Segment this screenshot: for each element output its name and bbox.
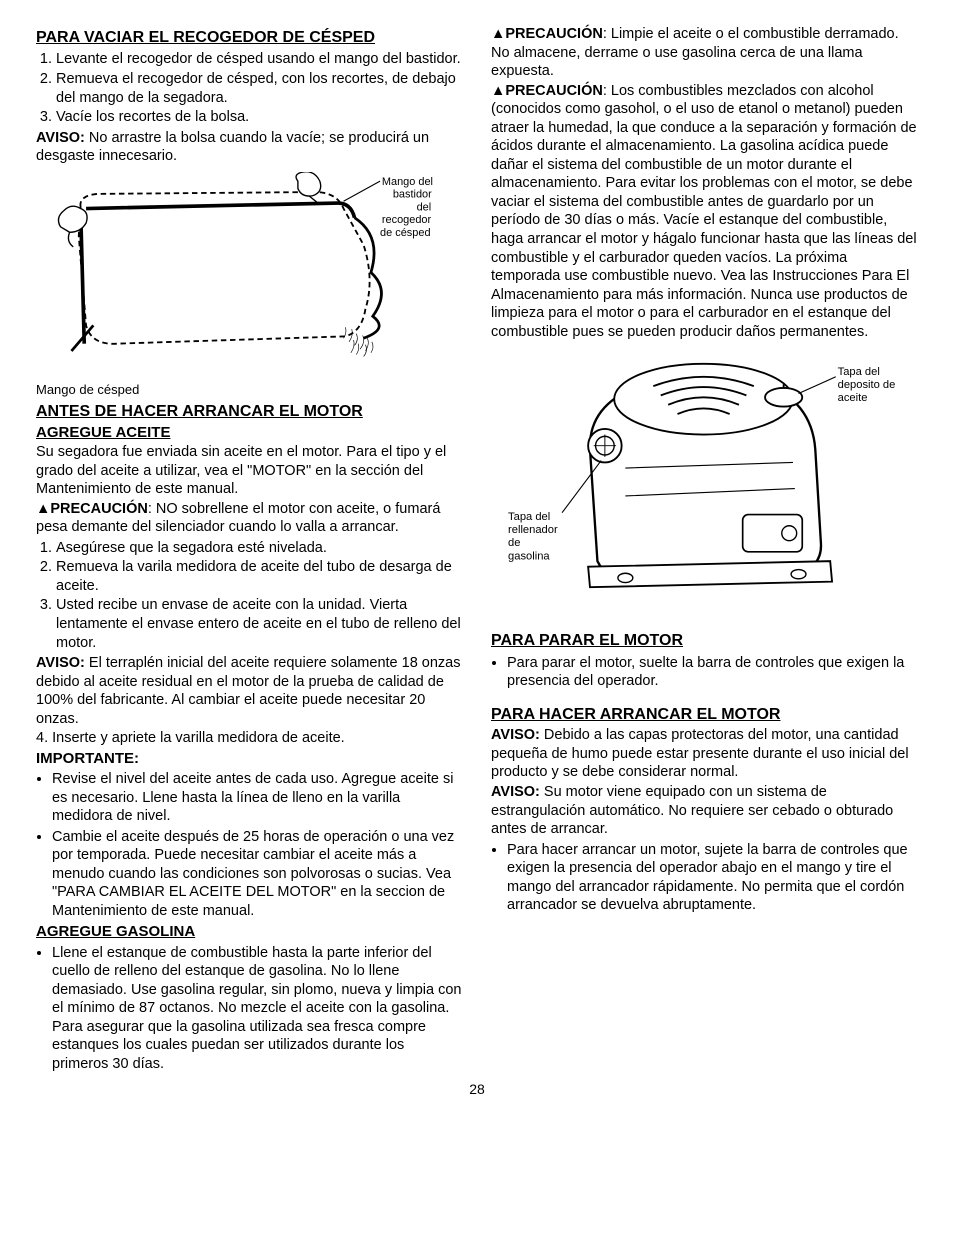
svg-text:del: del xyxy=(417,201,432,213)
warning-icon: ▲ xyxy=(491,83,505,99)
list-item: Asegúrese que la segadora esté nivelada. xyxy=(56,539,463,558)
fig1-caption: Mango de césped xyxy=(36,382,463,399)
prec-text: : Los combustibles mezclados con alcohol… xyxy=(491,83,917,340)
figure-engine: Tapa del deposito de aceite Tapa del rel… xyxy=(491,347,918,617)
prec-label: PRECAUCIÓN xyxy=(50,501,147,517)
fig1-label-right-1: Mango del xyxy=(382,176,433,188)
steps-vaciar: Levante el recogedor de césped usando el… xyxy=(36,50,463,126)
precaucion-1: ▲PRECAUCIÓN: NO sobrellene el motor con … xyxy=(36,500,463,537)
list-item: Llene el estanque de combustible hasta l… xyxy=(52,944,463,1074)
list-item: Levante el recogedor de césped usando el… xyxy=(56,50,463,69)
aviso-label: AVISO: xyxy=(36,130,85,146)
precaucion-r2: ▲PRECAUCIÓN: Los combustibles mezclados … xyxy=(491,82,918,342)
right-column: ▲PRECAUCIÓN: Limpie el aceite o el combu… xyxy=(491,24,918,1075)
svg-text:de césped: de césped xyxy=(380,227,430,239)
svg-text:deposito de: deposito de xyxy=(838,379,896,391)
warning-icon: ▲ xyxy=(36,501,50,517)
left-column: PARA VACIAR EL RECOGEDOR DE CÉSPED Levan… xyxy=(36,24,463,1075)
parar-bullets: Para parar el motor, suelte la barra de … xyxy=(491,654,918,691)
list-item: Cambie el aceite después de 25 horas de … xyxy=(52,828,463,921)
prec-label: PRECAUCIÓN xyxy=(505,83,602,99)
aviso-label: AVISO: xyxy=(36,655,85,671)
aviso-text: No arrastre la bolsa cuando la vacíe; se… xyxy=(36,130,429,165)
svg-text:de: de xyxy=(508,538,520,550)
list-item: Usted recibe un envase de aceite con la … xyxy=(56,596,463,652)
steps-aceite: Asegúrese que la segadora esté nivelada.… xyxy=(36,539,463,652)
svg-text:Tapa del: Tapa del xyxy=(838,366,880,378)
aviso-1: AVISO: No arrastre la bolsa cuando la va… xyxy=(36,129,463,166)
page-number: 28 xyxy=(36,1081,918,1099)
heading-parar: PARA PARAR EL MOTOR xyxy=(491,631,918,651)
list-item: Para parar el motor, suelte la barra de … xyxy=(507,654,918,691)
warning-icon: ▲ xyxy=(491,26,505,42)
aviso-text: Su motor viene equipado con un sistema d… xyxy=(491,784,893,837)
svg-text:rellenador: rellenador xyxy=(508,525,558,537)
aviso-r2: AVISO: Su motor viene equipado con un si… xyxy=(491,783,918,839)
list-item: Remueva el recogedor de césped, con los … xyxy=(56,70,463,107)
svg-text:bastidor: bastidor xyxy=(393,188,432,200)
aviso-label: AVISO: xyxy=(491,784,540,800)
page-columns: PARA VACIAR EL RECOGEDOR DE CÉSPED Levan… xyxy=(36,24,918,1075)
importante-label: IMPORTANTE: xyxy=(36,749,463,768)
svg-text:recogedor: recogedor xyxy=(382,214,432,226)
aviso-r1: AVISO: Debido a las capas protectoras de… xyxy=(491,726,918,782)
svg-text:Tapa del: Tapa del xyxy=(508,511,550,523)
aviso-label: AVISO: xyxy=(491,727,540,743)
importante-bullets: Revise el nivel del aceite antes de cada… xyxy=(36,770,463,920)
list-item: Vacíe los recortes de la bolsa. xyxy=(56,108,463,127)
arrancar-bullets: Para hacer arrancar un motor, sujete la … xyxy=(491,841,918,915)
heading-arrancar: PARA HACER ARRANCAR EL MOTOR xyxy=(491,705,918,725)
aviso-text: El terraplén inicial del aceite requiere… xyxy=(36,655,460,727)
subheading-gasolina: AGREGUE GASOLINA xyxy=(36,922,463,941)
heading-vaciar: PARA VACIAR EL RECOGEDOR DE CÉSPED xyxy=(36,28,463,48)
list-item: Para hacer arrancar un motor, sujete la … xyxy=(507,841,918,915)
aviso-text: Debido a las capas protectoras del motor… xyxy=(491,727,909,780)
para-aceite: Su segadora fue enviada sin aceite en el… xyxy=(36,443,463,499)
list-item: Remueva la varila medidora de aceite del… xyxy=(56,558,463,595)
list-item: Revise el nivel del aceite antes de cada… xyxy=(52,770,463,826)
figure-grass-catcher: Mango del bastidor del recogedor de césp… xyxy=(36,172,463,399)
subheading-aceite: AGREGUE ACEITE xyxy=(36,423,463,442)
aviso-2: AVISO: El terraplén inicial del aceite r… xyxy=(36,654,463,728)
precaucion-r1: ▲PRECAUCIÓN: Limpie el aceite o el combu… xyxy=(491,25,918,81)
heading-antes: ANTES DE HACER ARRANCAR EL MOTOR xyxy=(36,402,463,422)
svg-text:aceite: aceite xyxy=(838,392,868,404)
step-4: 4. Inserte y apriete la varilla medidora… xyxy=(36,729,463,748)
gasolina-bullets: Llene el estanque de combustible hasta l… xyxy=(36,944,463,1074)
prec-label: PRECAUCIÓN xyxy=(505,26,602,42)
svg-text:gasolina: gasolina xyxy=(508,551,550,563)
